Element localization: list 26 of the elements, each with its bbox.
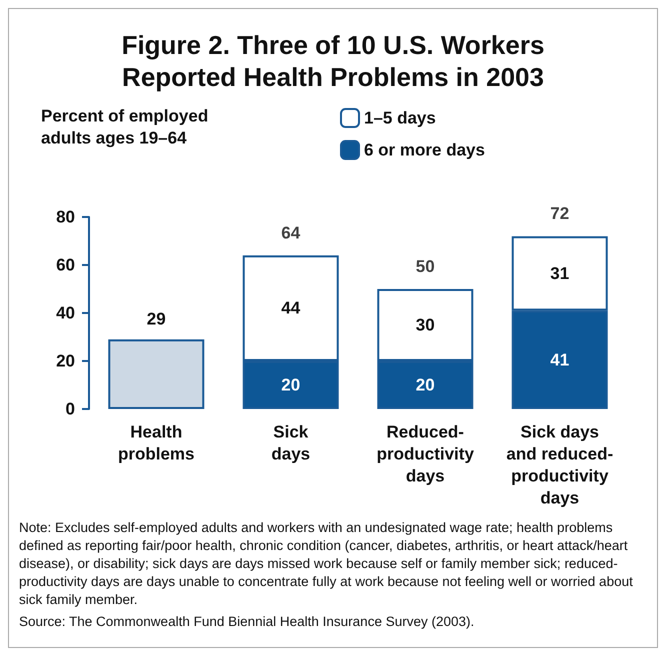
total-label: 64 [281,223,301,242]
data-label: 29 [146,309,166,328]
x-tick-label: Sick days and reduced- productivity days [506,422,614,508]
data-label: 44 [281,298,301,318]
x-tick-label: Health problems [118,422,195,464]
text: Note: Excludes self-employed adults and workers with an undesignated wage rate; health problems defined as reporting fair/poor health, chronic condition (cancer, diabetes, arthritis, or heart attack/heart disease), or disability; sick days are days missed work because self or family member sick; reduced-productivity days are days unable to concentrate fully at work because not feeling well or worried about sick family member. [19,519,634,609]
bar [108,339,204,409]
data-label: 41 [550,350,570,370]
total-label: 72 [550,204,570,224]
legend-label: 1–5 days [364,108,436,128]
data-label: 30 [416,316,435,334]
y-tick-label: 60 [56,256,75,274]
chart-title: Figure 2. Three of 10 U.S. Workers Reported Health Problems in 2003 [120,29,546,93]
y-tick-label: 80 [56,208,75,226]
data-label: 20 [281,376,300,394]
x-tick-label: Sick days [271,422,310,464]
data-label: 20 [416,376,435,394]
data-label: 31 [550,264,570,283]
source-note: Source: The Commonwealth Fund Biennial Health Insurance Survey (2003). [19,613,476,631]
y-tick-label: 20 [56,352,75,370]
legend-label: 6 or more days [364,140,485,160]
y-tick-label: 0 [66,400,75,418]
total-label: 50 [416,257,435,276]
x-tick-label: Reduced- productivity days [376,422,474,486]
y-tick-label: 40 [56,304,75,322]
y-axis-title: Percent of employed adults ages 19–64 [41,106,208,148]
